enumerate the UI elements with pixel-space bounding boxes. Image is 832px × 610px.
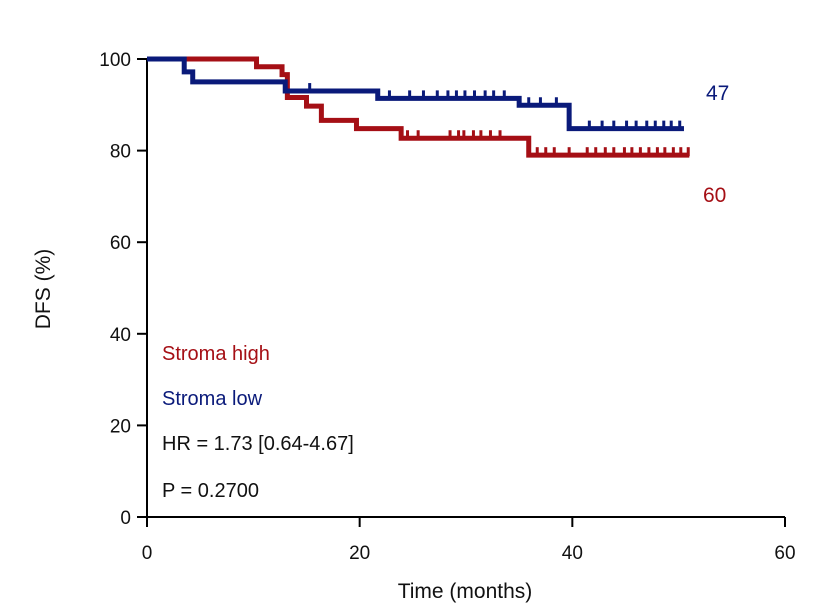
p-value-text: P = 0.2700 [162,480,259,502]
y-tick-label: 0 [120,508,131,529]
y-tick-label: 60 [110,233,131,254]
y-tick-label: 80 [110,142,131,163]
x-axis-title: Time (months) [398,580,533,603]
x-tick-label: 0 [142,543,153,564]
x-tick-label: 40 [562,543,583,564]
km-curve-stroma-low [147,56,684,132]
n-label-stroma-high: 60 [703,184,726,207]
legend-stroma-high: Stroma high [162,343,270,365]
y-tick-label: 100 [99,50,131,71]
y-ticks: 0 20 40 60 80 100 [99,50,147,529]
series-stroma-high [147,56,690,158]
series-layer [147,56,690,158]
x-tick-label: 60 [774,543,795,564]
y-axis-title: DFS (%) [32,249,55,330]
hazard-ratio-text: HR = 1.73 [0.64-4.67] [162,433,354,455]
y-tick-label: 40 [110,325,131,346]
y-tick-label: 20 [110,416,131,437]
legend-stroma-low: Stroma low [162,388,263,410]
km-curve-stroma-high [147,56,690,158]
n-label-stroma-low: 47 [706,82,729,105]
x-tick-label: 20 [349,543,370,564]
x-ticks: 0 20 40 60 [142,517,796,564]
series-stroma-low [147,56,684,132]
